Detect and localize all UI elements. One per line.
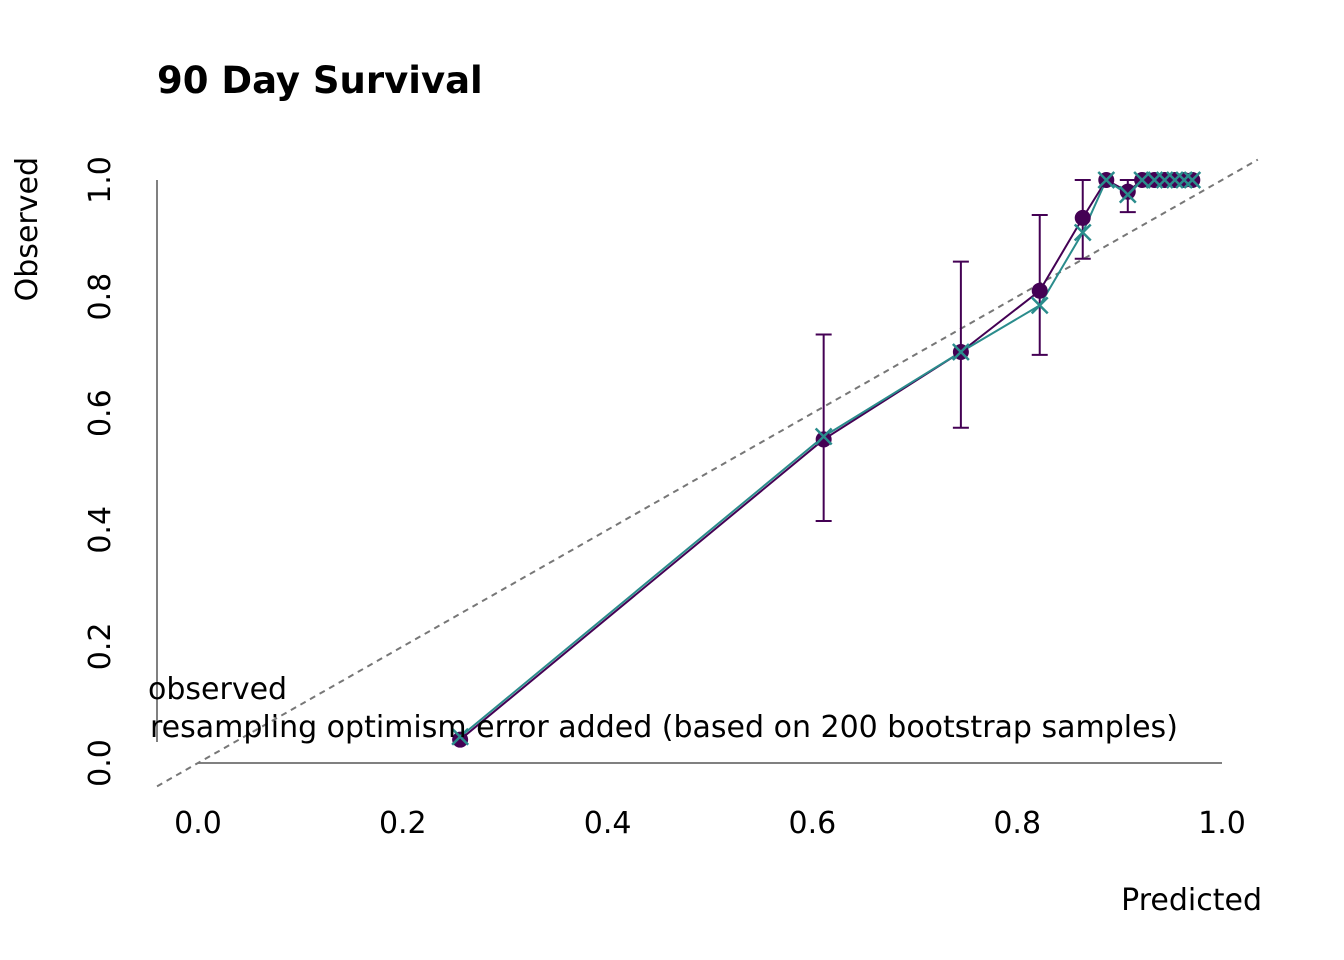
resampling-point-stroke	[1118, 185, 1137, 204]
x-tick-label: 0.6	[789, 806, 837, 841]
resampling-point	[1073, 223, 1092, 242]
y-tick-label: 1.0	[83, 156, 118, 204]
x-axis-label: Predicted	[1121, 883, 1262, 918]
resampling-point	[1118, 185, 1137, 204]
x-tick-label: 1.0	[1198, 806, 1246, 841]
series-line-resampling	[459, 179, 1193, 738]
resampling-point	[451, 727, 470, 746]
resampling-point	[814, 427, 833, 446]
resampling-point	[1097, 171, 1116, 189]
resampling-point	[951, 343, 970, 361]
legend-entry-observed: observed	[148, 672, 287, 707]
resampling-point-stroke	[1030, 296, 1049, 315]
resampling-point-stroke	[1097, 171, 1116, 189]
resampling-point	[1175, 171, 1193, 189]
y-tick-label: 0.6	[83, 389, 118, 437]
plot-area: 0.0 0.2 0.4 0.6 0.8 1.0 0.0 0.2 0.4 0.6 0.8 1.0	[83, 156, 1259, 841]
y-tick-label: 0.4	[83, 506, 118, 554]
series-line-observed	[459, 179, 1193, 741]
observed-point	[1031, 282, 1048, 299]
x-tick-label: 0.4	[584, 806, 632, 841]
y-tick-label: 0.2	[83, 623, 118, 671]
error-bar	[815, 333, 832, 523]
observed-point	[452, 731, 469, 748]
observed-point	[1074, 209, 1091, 226]
chart-title: 90 Day Survival	[157, 59, 483, 102]
x-tick-label: 0.2	[379, 806, 427, 841]
resampling-point-stroke	[951, 343, 970, 361]
y-tick-label: 0.8	[83, 273, 118, 321]
resampling-point	[1030, 296, 1049, 315]
legend-entry-resampling: resampling optimism error added (based o…	[150, 710, 1178, 745]
x-tick-label: 0.0	[174, 806, 222, 841]
resampling-point-stroke	[814, 427, 833, 446]
resampling-point-stroke	[1073, 223, 1092, 242]
resampling-point	[1183, 171, 1202, 189]
y-tick-label: 0.0	[83, 739, 118, 787]
observed-point	[815, 431, 832, 448]
y-axis-label: Observed	[10, 157, 45, 301]
x-tick-label: 0.8	[993, 806, 1041, 841]
resampling-point-stroke	[1175, 171, 1193, 189]
observed-point	[1119, 183, 1136, 200]
resampling-point-stroke	[1183, 171, 1202, 189]
resampling-point-stroke	[451, 727, 470, 746]
reference-line	[156, 158, 1259, 788]
